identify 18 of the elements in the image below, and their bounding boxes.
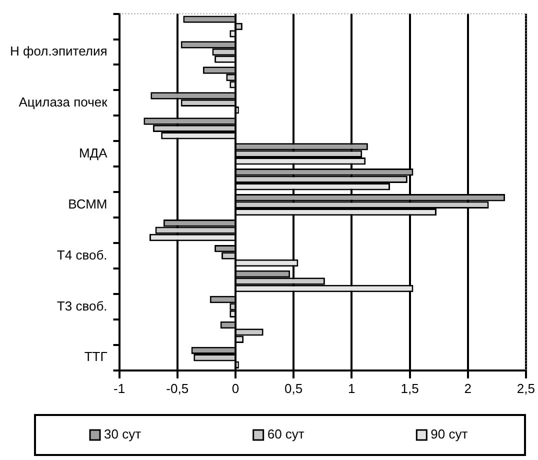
y-tick-label: Т4 своб. [56, 247, 108, 262]
y-tick-label: Т3 своб. [56, 298, 108, 314]
x-tick-label: 1,5 [400, 380, 419, 396]
x-tick-label: -1 [113, 380, 126, 396]
y-tick-label: ВСММ [68, 196, 108, 212]
legend-label: 90 сут [430, 426, 468, 442]
x-tick-label: 2,5 [516, 380, 536, 396]
legend-label: 60 сут [267, 426, 304, 442]
y-tick-label: Ацилаза почек [18, 94, 108, 110]
y-tick-label: Н фол.эпителия [10, 44, 108, 59]
x-tick-label: 1 [348, 380, 356, 396]
legend-label: 30 сут [104, 426, 142, 442]
y-tick-label: ТТГ [84, 349, 108, 364]
x-tick-label: 0 [232, 380, 240, 396]
y-tick-label: МДА [78, 145, 108, 160]
x-tick-label: 2 [464, 380, 472, 396]
x-tick-label: 0,5 [284, 380, 303, 396]
x-tick-label: -0,5 [166, 380, 189, 396]
